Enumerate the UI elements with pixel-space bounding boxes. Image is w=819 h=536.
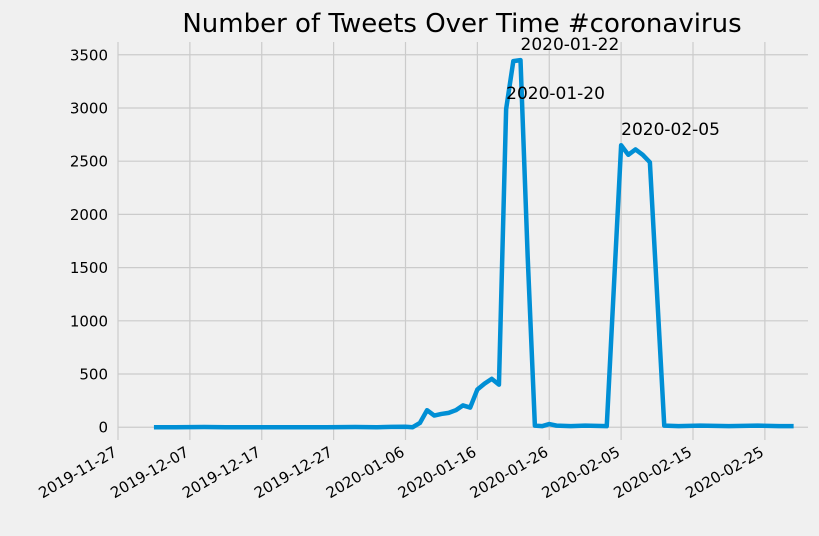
grid	[117, 42, 808, 440]
y-tick-label: 2500	[70, 153, 108, 171]
annotation-label: 2020-01-22	[521, 35, 620, 55]
y-tick-label: 500	[79, 366, 108, 384]
y-tick-label: 3000	[70, 99, 108, 117]
chart-title: Number of Tweets Over Time #coronavirus	[182, 9, 741, 39]
annotations: 2020-01-22 2020-01-20 2020-02-05	[506, 35, 720, 140]
y-tick-label: 1000	[70, 312, 108, 330]
y-tick-label: 3500	[70, 46, 108, 64]
annotation-label: 2020-01-20	[506, 84, 605, 104]
series	[153, 57, 794, 430]
series-line	[153, 57, 794, 430]
y-tick-label: 1500	[70, 259, 108, 277]
y-tick-labels: 0 500 1000 1500 2000 2500 3000 3500	[70, 46, 108, 436]
y-tick-label: 2000	[70, 206, 108, 224]
annotation-label: 2020-02-05	[621, 120, 720, 140]
y-tick-label: 0	[98, 419, 108, 437]
